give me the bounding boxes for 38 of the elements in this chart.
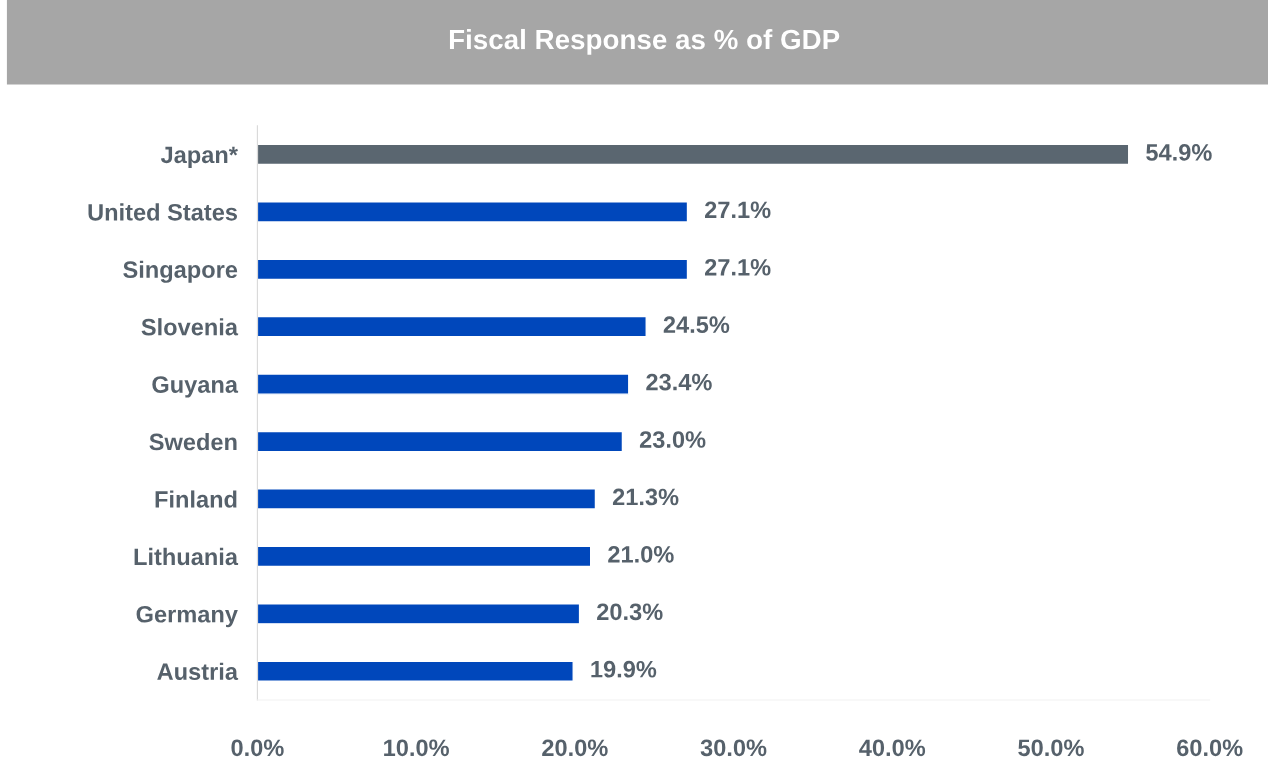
y-tick-label: Germany [136, 605, 238, 628]
bar [257, 143, 1130, 166]
bar [257, 603, 581, 625]
y-tick-label: Sweden [149, 432, 237, 451]
data-label: 23.0% [639, 431, 706, 448]
x-tick-label: 50.0% [1018, 739, 1084, 757]
y-tick-label: Finland [155, 490, 237, 508]
bar [257, 201, 689, 223]
data-label: 21.0% [608, 546, 674, 563]
data-label: 21.3% [612, 488, 679, 506]
x-tick-label: 40.0% [859, 739, 926, 757]
bar [257, 315, 647, 338]
y-tick-label: United States [88, 203, 237, 221]
data-label: 27.1% [705, 258, 771, 276]
y-tick-label: Austria [157, 662, 239, 681]
y-tick-label: Slovenia [141, 318, 239, 336]
data-label: 24.5% [663, 316, 730, 334]
y-tick-label: Guyana [152, 376, 239, 398]
data-label: 20.3% [597, 603, 663, 621]
x-tick-label: 20.0% [542, 739, 608, 757]
x-tick-label: 60.0% [1177, 739, 1243, 757]
x-tick-label: 10.0% [384, 739, 449, 757]
y-tick-label: Lithuania [134, 547, 239, 566]
data-label: 27.1% [705, 201, 771, 219]
x-tick-label: 0.0% [231, 739, 284, 757]
data-label: 19.9% [591, 660, 657, 678]
bar [257, 430, 624, 453]
bar [257, 258, 689, 281]
y-tick-label: Singapore [123, 260, 238, 283]
bar [257, 545, 592, 568]
bar [257, 660, 574, 682]
y-tick-label: Japan* [160, 146, 238, 168]
data-label: 23.4% [646, 373, 712, 391]
bar [257, 373, 630, 395]
chart-title: Fiscal Response as % of GDP [449, 28, 840, 55]
x-tick-label: 30.0% [700, 739, 767, 757]
data-label: 54.9% [1146, 144, 1212, 161]
bar [257, 488, 597, 510]
